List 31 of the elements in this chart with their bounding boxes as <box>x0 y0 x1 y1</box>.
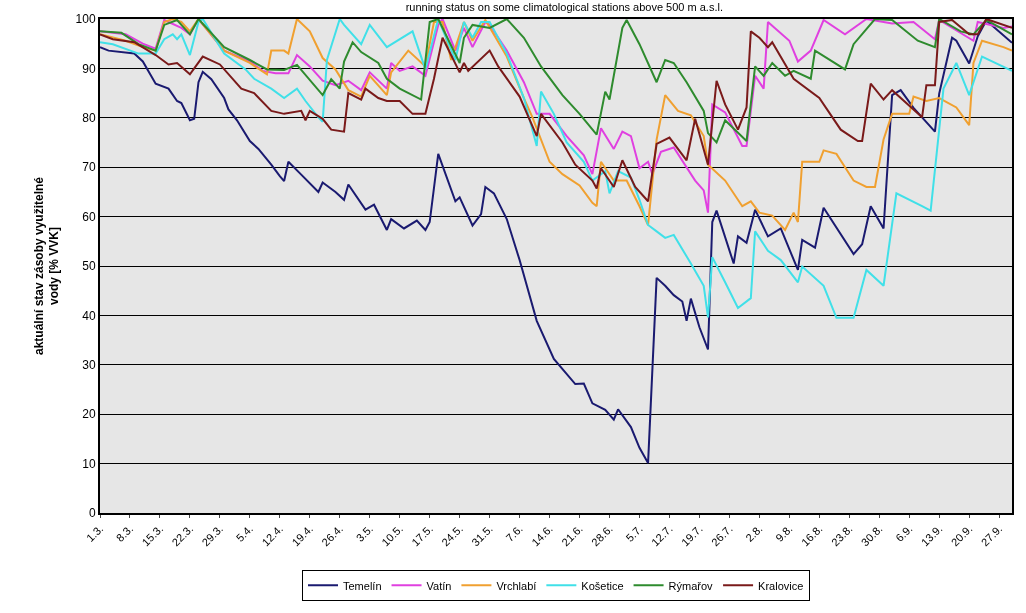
y-tick-label: 50 <box>82 259 96 274</box>
y-tick-label: 30 <box>82 358 96 372</box>
legend-label: Vatín <box>426 579 452 592</box>
x-tick-label: 3.5. <box>353 522 376 544</box>
y-axis-title: aktuální stav zásoby využitelné vody [% VVK] <box>31 176 62 356</box>
y-tick-label: 60 <box>82 209 96 224</box>
y-tick-label: 0 <box>88 506 96 521</box>
x-tick-label: 5.4. <box>233 522 256 544</box>
y-tick-label: 90 <box>82 61 96 76</box>
legend-label: Vrchlabí <box>496 579 537 592</box>
x-tick-label: 2.8. <box>743 522 765 544</box>
x-tick-label: 1.3. <box>83 522 106 544</box>
line-series <box>100 19 1012 144</box>
y-tick-label: 40 <box>82 308 96 323</box>
legend-label: Košetice <box>581 579 624 592</box>
legend-label: Kralovice <box>758 579 804 592</box>
y-tick-label: 80 <box>82 111 96 125</box>
y-tick-label: 100 <box>75 12 96 27</box>
x-tick-label: 6.9. <box>893 522 915 544</box>
y-tick-label: 20 <box>82 407 96 422</box>
line-series <box>100 19 1012 319</box>
line-series <box>100 19 1012 465</box>
x-tick-label: 8.3. <box>113 522 136 544</box>
legend-label: Rýmařov <box>668 579 714 592</box>
x-tick-label: 5.7. <box>623 522 645 544</box>
y-tick-label: 10 <box>82 456 96 471</box>
chart-title: running status on some climatological stations above 500 m a.s.l. <box>405 0 723 13</box>
y-tick-label: 70 <box>82 160 96 175</box>
legend-label: Temelín <box>343 579 382 592</box>
x-tick-label: 9.8. <box>773 522 795 544</box>
x-tick-label: 7.6. <box>503 522 525 544</box>
